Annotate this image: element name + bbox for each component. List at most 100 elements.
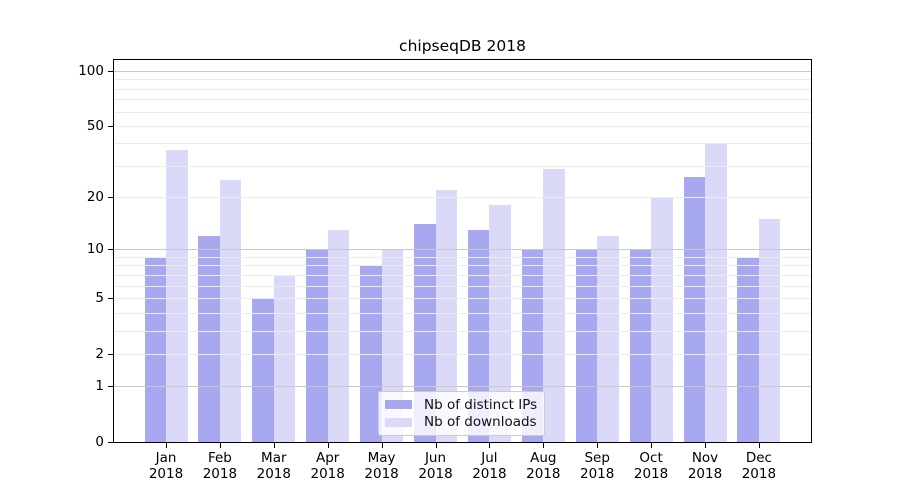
legend-label-downloads: Nb of downloads <box>424 414 537 431</box>
bar-ips-jan <box>144 256 166 442</box>
legend-swatch-downloads <box>385 417 412 427</box>
x-tick-month-jun: Jun <box>424 450 447 466</box>
x-tick-sep <box>597 443 599 448</box>
legend-swatch-distinct-ips <box>385 400 412 410</box>
gridline-minor-20 <box>114 197 811 199</box>
gridline-minor-60 <box>114 111 811 113</box>
x-tick-label-feb: Feb 2018 <box>190 450 250 482</box>
x-tick-year-may: 2018 <box>364 465 399 482</box>
x-tick-year-sep: 2018 <box>580 465 615 482</box>
bar-ips-sep <box>575 249 598 442</box>
grid-layer <box>114 60 811 442</box>
x-tick-year-mar: 2018 <box>256 465 291 482</box>
y-tick-5 <box>108 297 113 299</box>
gridline-minor-90 <box>114 79 811 81</box>
x-tick-label-jul: Jul 2018 <box>459 450 519 482</box>
bar-downloads-oct <box>651 197 673 442</box>
gridline-minor-80 <box>114 88 811 90</box>
x-tick-year-jul: 2018 <box>472 465 507 482</box>
x-tick-label-may: May 2018 <box>352 450 412 482</box>
gridline-minor-7 <box>114 274 811 276</box>
bar-downloads-jun <box>435 189 457 442</box>
bar-downloads-apr <box>327 229 350 442</box>
bar-downloads-sep <box>597 235 619 442</box>
gridline-minor-2 <box>114 353 811 355</box>
bar-ips-jun <box>414 224 436 442</box>
gridline-minor-30 <box>114 165 811 167</box>
x-tick-feb <box>219 443 221 448</box>
y-tick-label-0: 0 <box>95 434 104 450</box>
bar-downloads-feb <box>219 180 242 442</box>
x-tick-month-nov: Nov <box>691 450 719 466</box>
y-tick-2 <box>108 353 113 355</box>
gridline-minor-40 <box>114 143 811 145</box>
gridline-minor-8 <box>114 265 811 267</box>
gridline-minor-50 <box>114 125 811 127</box>
gridline-major-100 <box>114 71 811 72</box>
x-tick-label-aug: Aug 2018 <box>513 450 573 482</box>
x-tick-jul <box>489 443 491 448</box>
y-tick-label-100: 100 <box>78 63 104 79</box>
x-tick-mar <box>273 443 275 448</box>
y-tick-label-20: 20 <box>86 189 104 206</box>
x-tick-month-dec: Dec <box>745 450 772 466</box>
x-tick-label-jan: Jan 2018 <box>136 450 196 482</box>
bar-ips-feb <box>198 235 220 442</box>
bar-ips-mar <box>252 297 274 442</box>
plot-area <box>113 59 812 443</box>
legend: Nb of distinct IPs Nb of downloads <box>378 391 545 436</box>
x-tick-year-dec: 2018 <box>741 465 777 482</box>
bar-downloads-jul <box>489 205 511 442</box>
x-tick-year-jan: 2018 <box>148 465 184 482</box>
x-tick-label-mar: Mar 2018 <box>244 450 304 482</box>
gridline-major-1 <box>114 386 811 388</box>
bar-ips-oct <box>629 249 652 442</box>
y-tick-label-10: 10 <box>86 241 104 258</box>
x-tick-year-aug: 2018 <box>526 465 561 482</box>
bar-ips-jul <box>467 229 490 442</box>
y-tick-label-1: 1 <box>95 378 104 395</box>
x-tick-year-oct: 2018 <box>633 465 669 482</box>
y-tick-50 <box>108 125 113 127</box>
x-tick-apr <box>327 443 329 448</box>
x-tick-nov <box>705 443 706 448</box>
x-tick-jan <box>166 443 167 448</box>
x-tick-may <box>381 443 383 448</box>
x-tick-month-aug: Aug <box>530 450 557 466</box>
x-tick-year-jun: 2018 <box>418 465 453 482</box>
x-tick-dec <box>758 443 760 448</box>
x-tick-label-sep: Sep 2018 <box>567 450 627 482</box>
legend-entry-distinct-ips: Nb of distinct IPs <box>385 396 538 414</box>
bar-ips-dec <box>737 256 759 442</box>
legend-label-distinct-ips: Nb of distinct IPs <box>424 396 538 413</box>
bar-ips-apr <box>306 249 328 442</box>
gridline-minor-5 <box>114 297 811 299</box>
x-tick-month-oct: Oct <box>639 450 663 466</box>
x-tick-month-feb: Feb <box>207 450 232 466</box>
x-tick-month-jul: Jul <box>481 450 498 466</box>
x-tick-year-apr: 2018 <box>310 465 345 482</box>
bar-downloads-aug <box>543 168 565 442</box>
x-tick-month-jan: Jan <box>155 450 177 466</box>
bar-downloads-jan <box>166 149 188 442</box>
bar-downloads-mar <box>273 274 296 442</box>
x-tick-label-oct: Oct 2018 <box>621 450 681 482</box>
gridline-minor-6 <box>114 285 811 287</box>
x-tick-oct <box>651 443 653 448</box>
y-tick-20 <box>108 197 113 199</box>
y-tick-1 <box>108 386 113 388</box>
bar-ips-nov <box>683 177 705 442</box>
x-tick-jun <box>435 443 437 448</box>
x-tick-month-may: May <box>367 450 396 466</box>
x-tick-aug <box>543 443 545 448</box>
x-tick-label-nov: Nov 2018 <box>675 450 735 482</box>
y-tick-label-2: 2 <box>95 345 104 362</box>
x-tick-label-jun: Jun 2018 <box>406 450 466 482</box>
y-tick-label-5: 5 <box>95 289 104 306</box>
x-tick-year-feb: 2018 <box>202 465 238 482</box>
y-tick-0 <box>108 442 113 443</box>
y-tick-label-50: 50 <box>86 117 104 134</box>
y-tick-10 <box>108 249 113 251</box>
x-tick-month-mar: Mar <box>261 450 287 466</box>
